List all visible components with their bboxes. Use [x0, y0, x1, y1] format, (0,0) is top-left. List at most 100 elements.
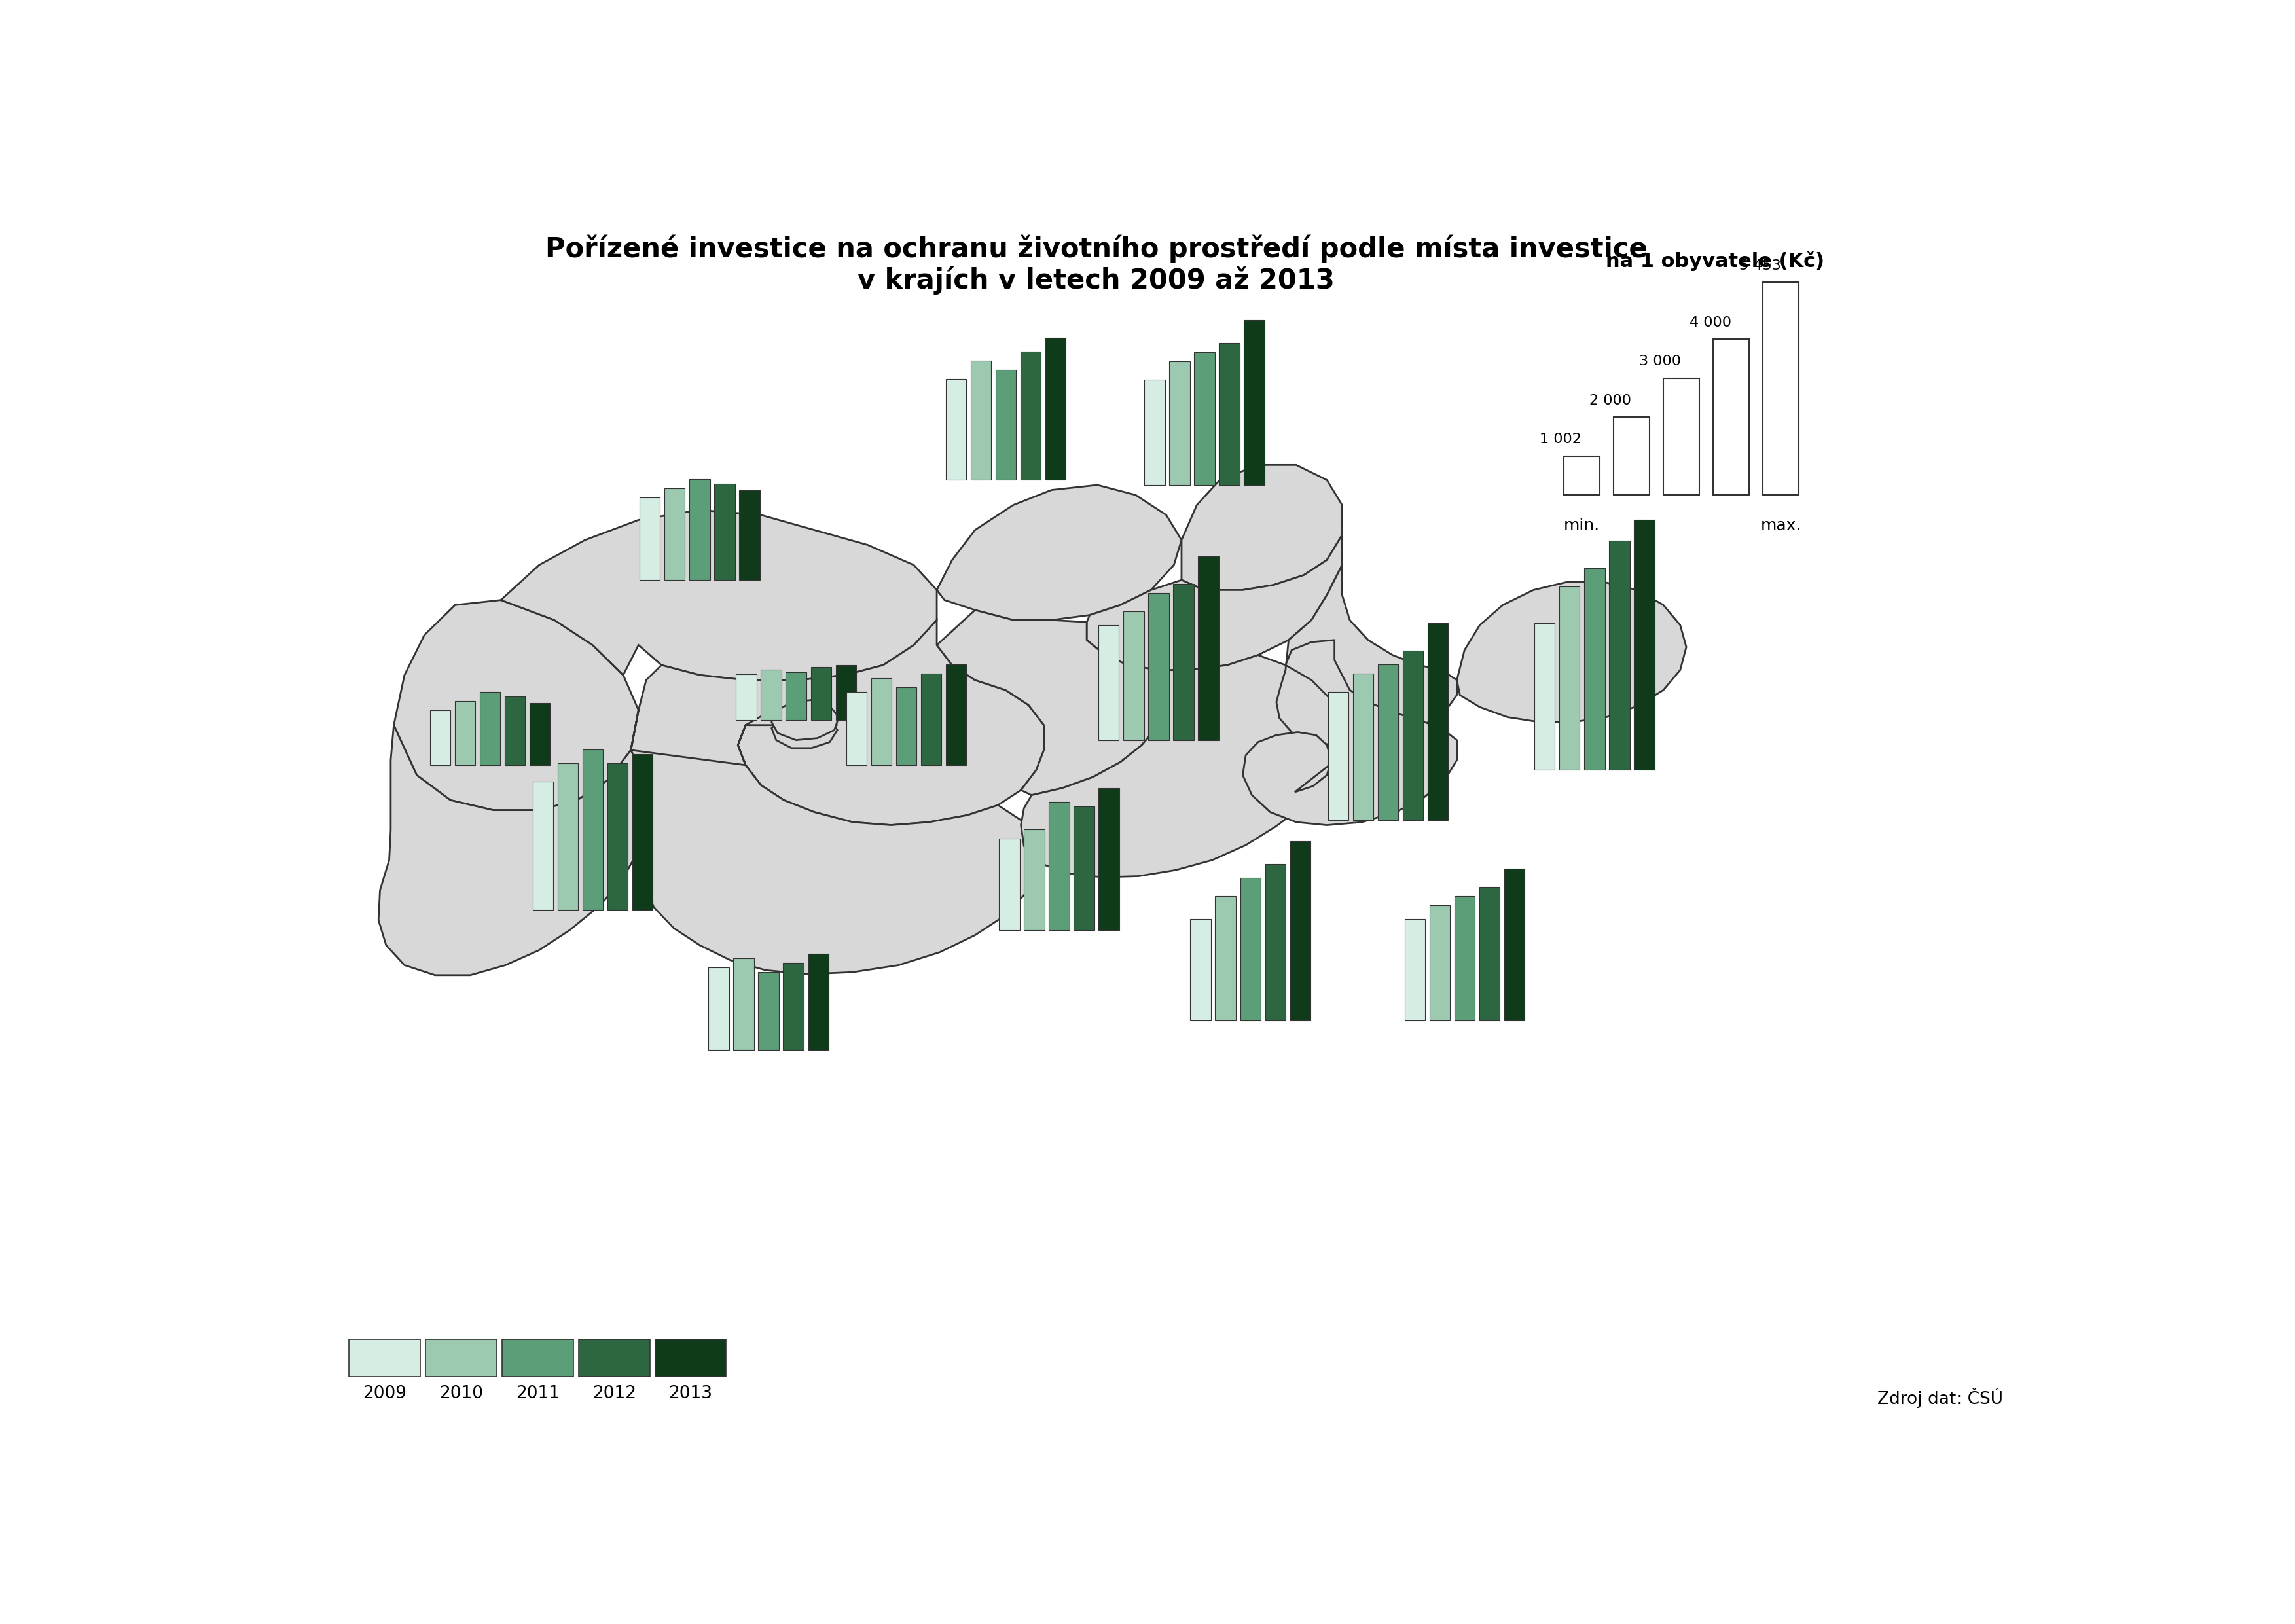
Polygon shape [936, 611, 1166, 796]
Bar [1216, 896, 1235, 1020]
Polygon shape [1242, 640, 1457, 825]
Text: 2 000: 2 000 [1590, 395, 1632, 408]
Text: 2010: 2010 [438, 1385, 484, 1403]
Bar [1099, 788, 1120, 931]
Polygon shape [1021, 654, 1343, 877]
Bar [1125, 612, 1143, 741]
Bar [739, 490, 760, 580]
Bar [1148, 593, 1168, 741]
Polygon shape [1457, 581, 1687, 723]
Text: 1 002: 1 002 [1540, 434, 1581, 447]
Bar [996, 370, 1017, 481]
Text: 2011: 2011 [516, 1385, 560, 1403]
Bar [1193, 352, 1214, 486]
Bar [425, 1340, 496, 1377]
Bar [480, 692, 500, 765]
Bar [1563, 456, 1600, 495]
Bar [1219, 343, 1239, 486]
Text: 4 000: 4 000 [1689, 317, 1730, 330]
Bar [631, 754, 652, 909]
Bar [454, 702, 475, 765]
Bar [654, 1340, 725, 1377]
Text: v krajích v letech 2009 až 2013: v krajích v letech 2009 až 2013 [858, 266, 1336, 294]
Bar [734, 958, 753, 1051]
Bar [946, 378, 966, 481]
Bar [1173, 585, 1193, 741]
Bar [1244, 320, 1265, 486]
Bar [558, 763, 578, 909]
Polygon shape [379, 710, 647, 974]
Bar [762, 669, 780, 719]
Bar [1352, 674, 1372, 820]
Polygon shape [631, 750, 1042, 974]
Bar [1024, 830, 1044, 931]
Bar [1503, 869, 1524, 1020]
Bar [583, 750, 604, 909]
Bar [783, 963, 803, 1051]
Bar [1145, 380, 1166, 486]
Bar [1455, 896, 1476, 1020]
Bar [1170, 361, 1189, 486]
Bar [429, 710, 450, 765]
Bar [1558, 586, 1579, 770]
Bar [1402, 651, 1423, 820]
Bar [1191, 919, 1212, 1020]
Bar [1049, 802, 1069, 931]
Bar [1290, 841, 1310, 1020]
Bar [503, 1340, 574, 1377]
Bar [688, 479, 709, 580]
Text: max.: max. [1760, 518, 1802, 533]
Polygon shape [936, 486, 1182, 620]
Bar [1044, 338, 1065, 481]
Bar [1265, 864, 1285, 1020]
Text: 2013: 2013 [668, 1385, 711, 1403]
Polygon shape [1088, 534, 1343, 671]
Bar [971, 361, 991, 481]
Bar [835, 666, 856, 719]
Bar [847, 692, 868, 765]
Text: 2012: 2012 [592, 1385, 636, 1403]
Bar [895, 687, 916, 765]
Bar [1198, 557, 1219, 741]
Bar [1584, 568, 1604, 770]
Bar [1021, 351, 1040, 481]
Bar [1099, 625, 1120, 741]
Text: min.: min. [1563, 518, 1600, 533]
Bar [530, 703, 551, 765]
Polygon shape [500, 510, 936, 680]
Text: na 1 obyvatele (Kč): na 1 obyvatele (Kč) [1606, 252, 1825, 271]
Polygon shape [771, 700, 840, 741]
Bar [757, 973, 778, 1051]
Bar [709, 968, 730, 1051]
Bar [1377, 664, 1398, 820]
Bar [1239, 879, 1260, 1020]
Bar [737, 674, 757, 719]
Text: Pořízené investice na ochranu životního prostředí podle místa investice: Pořízené investice na ochranu životního … [546, 235, 1648, 263]
Bar [1609, 541, 1629, 770]
Polygon shape [631, 620, 1044, 825]
Bar [532, 781, 553, 909]
Polygon shape [1276, 565, 1457, 745]
Bar [808, 953, 828, 1051]
Bar [1074, 807, 1095, 931]
Bar [810, 667, 831, 719]
Bar [1535, 624, 1556, 770]
Bar [1634, 520, 1655, 770]
Bar [714, 484, 734, 580]
Text: Zdroj dat: ČSÚ: Zdroj dat: ČSÚ [1877, 1387, 2004, 1408]
Bar [785, 672, 806, 719]
Text: 5 453: 5 453 [1740, 260, 1781, 273]
Bar [872, 677, 890, 765]
Bar [1329, 692, 1349, 820]
Polygon shape [1182, 464, 1343, 590]
Bar [1427, 624, 1448, 820]
Bar [920, 674, 941, 765]
Bar [1613, 417, 1650, 495]
Bar [349, 1340, 420, 1377]
Bar [1480, 887, 1499, 1020]
Bar [998, 838, 1019, 931]
Text: 2009: 2009 [363, 1385, 406, 1403]
Bar [946, 664, 966, 765]
Bar [578, 1340, 649, 1377]
Bar [666, 489, 684, 580]
